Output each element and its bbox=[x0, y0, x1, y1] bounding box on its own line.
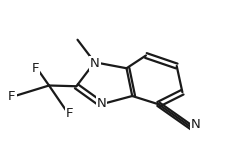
Text: N: N bbox=[190, 118, 200, 131]
Text: F: F bbox=[66, 107, 73, 120]
Text: F: F bbox=[8, 90, 15, 102]
Text: N: N bbox=[89, 57, 99, 70]
Text: F: F bbox=[32, 61, 39, 75]
Text: N: N bbox=[96, 97, 106, 110]
